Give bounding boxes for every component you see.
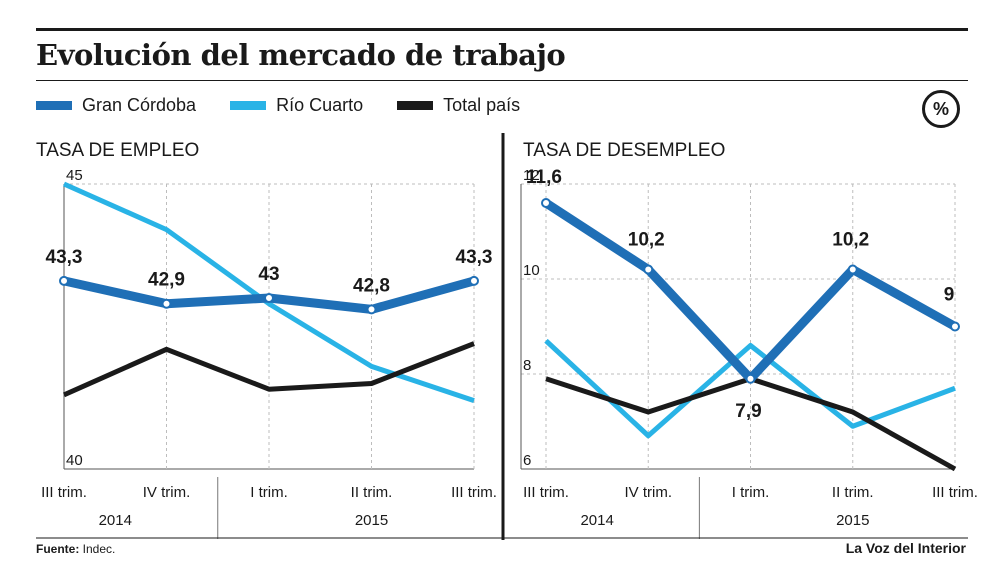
y-tick-label: 40 [66,452,83,469]
y-tick-label: 45 [66,167,83,184]
x-tick-label: IV trim. [625,484,673,501]
legend-item-rio-cuarto: Río Cuarto [230,95,363,116]
data-label: 10,2 [628,230,665,251]
year-group-label: 2014 [580,512,613,529]
y-tick-label: 12 [523,167,540,184]
x-tick-label: III trim. [932,484,978,501]
x-tick-label: III trim. [451,484,497,501]
data-point-marker [847,264,858,275]
data-label: 42,8 [353,275,390,296]
x-tick-label: I trim. [732,484,770,501]
data-point-marker [541,198,551,208]
x-tick-label: I trim. [250,484,288,501]
data-point-marker [469,275,479,286]
legend-swatch-rio-cuarto [230,101,267,110]
panel-title-desempleo: TASA DE DESEMPLEO [523,140,726,161]
x-tick-label: II trim. [832,484,874,501]
data-label: 10,2 [832,230,869,251]
data-label: 42,9 [148,270,185,291]
data-label: 43,3 [46,247,83,268]
legend: Gran Córdoba Río Cuarto Total país [36,95,554,116]
data-label: 9 [944,285,955,306]
x-tick-label: III trim. [41,484,87,501]
source-label: Fuente: [36,542,80,556]
year-group-label: 2014 [99,512,132,529]
series-line-r-o-cuarto [62,181,475,403]
data-label: 11,6 [526,167,562,188]
year-group-label: 2015 [836,512,869,529]
legend-label: Río Cuarto [276,95,364,115]
x-tick-label: III trim. [523,484,569,501]
source-note: Fuente: Indec. [36,542,115,556]
data-point-marker [366,304,377,315]
data-point-marker [264,293,274,303]
legend-item-total-pais: Total país [397,95,520,116]
data-point-marker [59,275,69,286]
percent-unit-badge: % [922,90,960,128]
data-label: 7,9 [735,401,761,422]
top-rule [36,28,968,31]
data-point-marker [745,373,756,384]
data-label: 43 [258,264,279,285]
year-group-label: 2015 [355,512,388,529]
legend-label: Gran Córdoba [82,95,197,115]
publisher-credit: La Voz del Interior [845,540,966,556]
legend-swatch-total-pais [397,101,434,110]
legend-swatch-gran-cordoba [36,101,72,110]
x-tick-label: IV trim. [143,484,191,501]
panel-title-empleo: TASA DE EMPLEO [36,140,200,161]
source-value: Indec. [79,542,116,556]
data-point-marker [161,298,172,309]
x-tick-label: II trim. [351,484,393,501]
data-label: 43,3 [456,247,493,268]
legend-item-gran-cordoba: Gran Córdoba [36,95,196,116]
chart-title: Evolución del mercado de trabajo [36,38,566,72]
y-tick-label: 8 [523,357,531,374]
data-point-marker [950,321,960,332]
y-tick-label: 6 [523,452,531,469]
series-line-r-o-cuarto [544,338,956,439]
title-rule [36,80,968,81]
y-tick-label: 10 [523,262,540,279]
data-point-marker [643,264,654,275]
legend-label: Total país [443,95,521,115]
series-line-total-pa-s [62,341,475,398]
